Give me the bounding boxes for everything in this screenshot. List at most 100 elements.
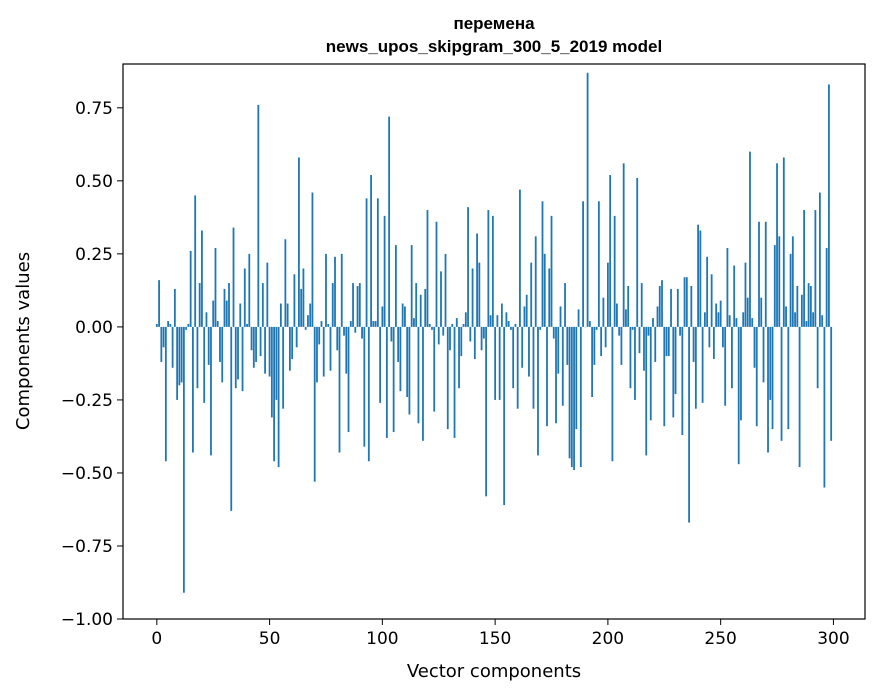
bar-87: [352, 283, 354, 327]
bar-92: [363, 326, 366, 447]
bar-170: [539, 326, 542, 330]
chart-title-line-2: news_upos_skipgram_300_5_2019 model: [326, 37, 662, 56]
y-axis-ticks: −1.00 −0.75 −0.50 −0.25 0.00 0.25 0.50 0.75: [61, 99, 123, 630]
bar-68: [309, 303, 312, 327]
bar-179: [559, 306, 562, 327]
bar-23: [207, 326, 210, 365]
bar-102: [385, 326, 388, 438]
bar-207: [622, 163, 625, 327]
bar-197: [600, 326, 603, 357]
bar-43: [252, 326, 255, 368]
bar-166: [530, 262, 533, 327]
bar-99: [379, 326, 381, 403]
bar-114: [413, 318, 415, 327]
bar-160: [516, 326, 519, 409]
bar-147: [487, 210, 490, 327]
bar-219: [649, 326, 652, 421]
bar-286: [800, 294, 803, 327]
bar-206: [620, 326, 623, 365]
bar-119: [424, 288, 427, 327]
bar-93: [365, 198, 368, 327]
x-tick-label: 100: [366, 629, 398, 649]
bar-156: [507, 321, 510, 327]
bar-116: [417, 326, 420, 424]
bar-8: [173, 288, 176, 327]
bar-85: [347, 326, 350, 433]
bar-233: [681, 326, 684, 435]
bar-263: [749, 151, 751, 327]
bar-264: [751, 318, 754, 327]
bar-30: [223, 288, 226, 327]
bar-172: [543, 253, 546, 327]
bar-89: [356, 286, 359, 327]
bar-253: [726, 248, 729, 327]
bar-250: [719, 300, 722, 327]
bar-24: [210, 326, 212, 456]
bar-180: [561, 326, 564, 406]
bar-83: [343, 326, 345, 336]
bar-245: [708, 326, 711, 348]
bar-246: [710, 274, 713, 327]
bar-167: [532, 326, 535, 409]
bar-218: [647, 326, 650, 336]
bar-174: [548, 268, 551, 327]
bar-227: [667, 326, 670, 357]
bar-15: [189, 250, 192, 327]
bar-41: [248, 253, 251, 327]
bar-67: [307, 315, 309, 327]
bar-126: [440, 271, 442, 327]
bar-162: [521, 326, 524, 368]
bar-63: [298, 157, 300, 327]
bar-108: [399, 326, 402, 392]
bar-135: [460, 326, 463, 357]
bar-187: [577, 309, 580, 327]
bar-289: [807, 283, 810, 327]
bar-280: [787, 326, 790, 430]
bar-82: [340, 253, 343, 327]
bar-123: [433, 326, 436, 412]
bar-201: [609, 175, 612, 327]
bar-34: [232, 227, 235, 327]
bar-115: [415, 283, 418, 327]
bar-155: [505, 312, 508, 327]
bar-157: [510, 326, 512, 330]
bar-152: [498, 326, 501, 400]
bar-220: [652, 318, 654, 327]
bar-295: [821, 315, 824, 327]
bar-131: [451, 323, 454, 327]
bar-53: [275, 326, 278, 400]
bar-120: [426, 210, 429, 327]
bar-series: [155, 72, 833, 593]
bar-13: [185, 326, 188, 330]
bar-97: [374, 321, 377, 327]
bar-229: [672, 326, 675, 418]
bar-243: [703, 312, 706, 327]
bar-274: [773, 245, 776, 327]
bar-168: [534, 236, 537, 327]
bar-279: [785, 306, 787, 327]
bar-11: [180, 326, 183, 383]
bar-25: [212, 300, 215, 327]
bar-140: [471, 268, 474, 327]
bar-100: [381, 306, 384, 327]
bar-293: [816, 326, 819, 389]
bar-10: [178, 326, 181, 386]
bar-22: [205, 312, 208, 327]
bar-29: [221, 326, 224, 383]
bar-272: [769, 326, 772, 400]
y-tick-label: 0.50: [75, 172, 113, 192]
bar-148: [489, 315, 492, 327]
bar-57: [284, 239, 287, 327]
y-tick-label: 0.00: [75, 318, 113, 338]
bar-270: [764, 221, 767, 327]
bar-282: [791, 236, 794, 327]
bar-138: [467, 207, 469, 327]
bar-4: [164, 326, 167, 462]
bar-60: [291, 326, 294, 360]
bar-158: [512, 326, 515, 389]
bar-275: [776, 163, 778, 327]
bar-47: [261, 283, 264, 327]
bar-228: [670, 288, 672, 327]
bar-84: [345, 326, 348, 374]
y-tick-label: 0.25: [75, 245, 113, 265]
